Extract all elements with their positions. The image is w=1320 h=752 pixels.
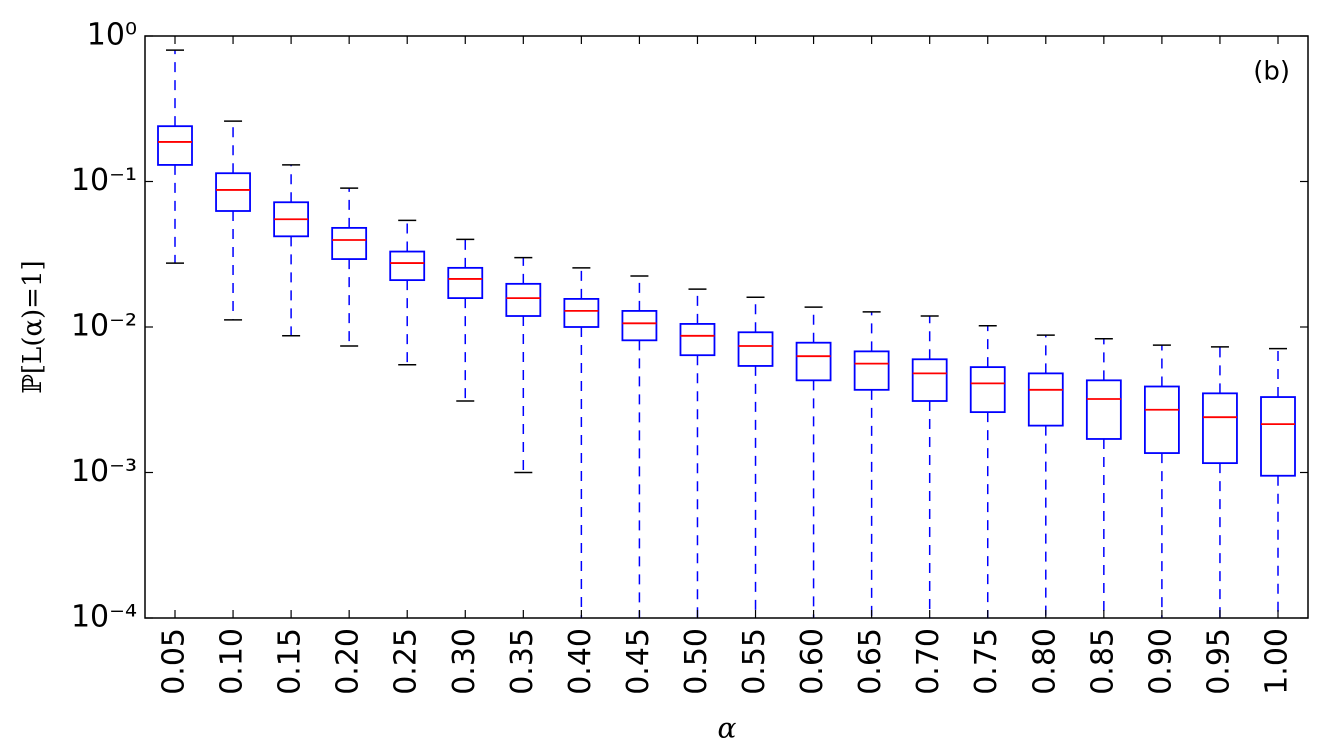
box <box>157 125 193 166</box>
box <box>621 310 658 342</box>
x-tick-label: 0.45 <box>621 628 656 695</box>
y-tick-label: 10⁻² <box>71 309 137 344</box>
x-tick-label: 0.40 <box>563 628 598 695</box>
box <box>331 226 368 260</box>
y-tick-label: 10⁻¹ <box>71 163 137 198</box>
plot-area <box>157 49 1296 618</box>
y-tick-label: 10⁻⁴ <box>71 600 137 635</box>
x-tick-label: 0.90 <box>1143 628 1178 695</box>
x-tick-label: 0.65 <box>853 628 888 695</box>
x-tick-label: 0.95 <box>1201 628 1236 695</box>
x-tick-label: 0.30 <box>447 628 482 695</box>
box <box>679 323 716 357</box>
x-tick-label: 1.00 <box>1260 628 1295 695</box>
box <box>1260 396 1296 477</box>
x-tick-label: 0.35 <box>505 628 540 695</box>
box <box>737 331 774 367</box>
x-tick-label: 0.05 <box>157 628 192 695</box>
x-tick-label: 0.60 <box>795 628 830 695</box>
plot-frame <box>144 35 1309 619</box>
x-tick-label: 0.25 <box>389 628 424 695</box>
box <box>911 358 948 402</box>
x-tick-label: 0.15 <box>273 628 308 695</box>
x-tick-label: 0.70 <box>911 628 946 695</box>
x-tick-label: 0.75 <box>969 628 1004 695</box>
x-tick-label: 0.10 <box>215 628 250 695</box>
x-axis-label: α <box>718 712 737 745</box>
y-tick-label: 10⁻³ <box>71 454 137 489</box>
box <box>1143 385 1180 454</box>
box <box>795 341 832 382</box>
box <box>1202 392 1238 465</box>
box <box>1027 372 1064 427</box>
x-tick-label: 0.55 <box>737 628 772 695</box>
y-axis-label: ℙ[L(α)=1] <box>18 260 48 393</box>
box <box>389 250 426 282</box>
box <box>969 366 1006 414</box>
annotation: (b) <box>1253 57 1290 87</box>
box <box>853 350 890 391</box>
box <box>447 266 484 299</box>
x-tick-label: 0.80 <box>1027 628 1062 695</box>
x-tick-label: 0.85 <box>1085 628 1120 695</box>
x-tick-label: 0.20 <box>331 628 366 695</box>
box <box>563 298 600 328</box>
box <box>1085 379 1122 440</box>
x-tick-label: 0.50 <box>679 628 714 695</box>
y-tick-label: 10⁰ <box>87 18 137 53</box>
box <box>215 172 251 212</box>
box <box>505 282 542 317</box>
